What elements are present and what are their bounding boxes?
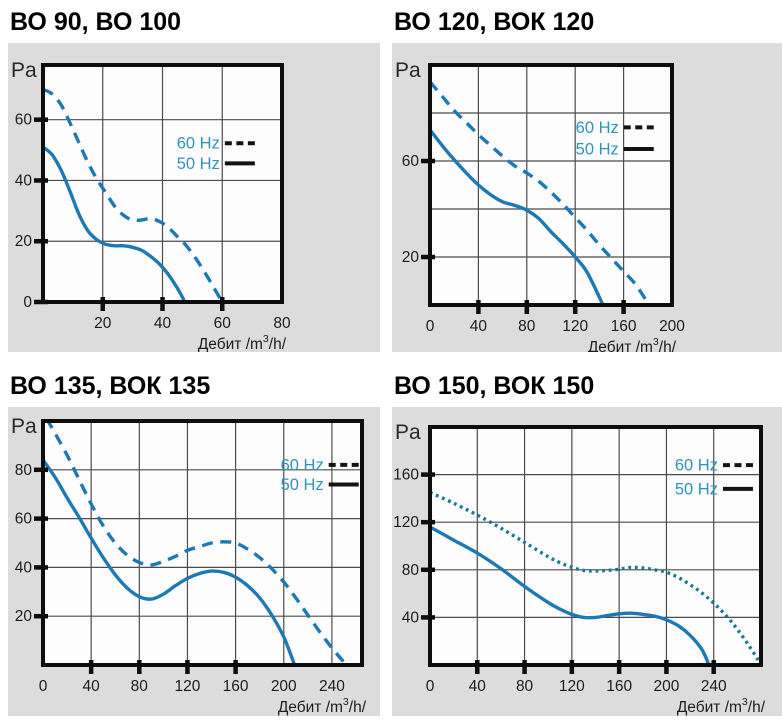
svg-text:0: 0 (39, 678, 48, 695)
svg-text:80: 80 (518, 318, 536, 335)
svg-text:0: 0 (426, 678, 435, 695)
chart-title-bo-90-100: ВО 90, ВО 100 (10, 8, 182, 36)
fan-curve-chart-bo-120: 0 40 80 120 160 200 20 60 Pa Дебит /m3/h/60 Hz 50 … (395, 59, 685, 352)
svg-text:40: 40 (15, 559, 33, 576)
svg-text:80: 80 (131, 678, 149, 695)
chart-block-bo-135: ВО 135, ВОК 135 0 40 80 120 160 200 240 20 40 60 8… (8, 352, 380, 716)
svg-text:240: 240 (319, 678, 345, 695)
chart-title-bo-120: ВО 120, ВОК 120 (394, 8, 595, 36)
svg-text:120: 120 (393, 514, 419, 531)
svg-text:20: 20 (15, 608, 33, 625)
svg-text:Pa: Pa (11, 59, 37, 82)
svg-text:60 Hz: 60 Hz (177, 135, 220, 153)
svg-text:160: 160 (606, 678, 632, 695)
svg-text:50 Hz: 50 Hz (177, 155, 220, 173)
svg-text:Дебит /m3/h/: Дебит /m3/h/ (677, 696, 766, 716)
svg-text:50 Hz: 50 Hz (281, 476, 324, 494)
svg-text:Pa: Pa (11, 415, 37, 438)
fan-curve-chart-bo-135: 0 40 80 120 160 200 240 20 40 60 80 Pa Дебит /m3/h/6… (11, 415, 367, 716)
svg-text:60 Hz: 60 Hz (675, 457, 718, 475)
svg-text:40: 40 (469, 678, 487, 695)
svg-text:120: 120 (559, 678, 585, 695)
fan-curve-chart-bo-90-100: 20 40 60 80 0 20 40 60 Pa Дебит /m3/h/60 Hz 50 Hz (11, 59, 291, 352)
svg-text:40: 40 (15, 172, 33, 189)
svg-text:20: 20 (402, 249, 420, 266)
svg-text:60: 60 (15, 511, 33, 528)
svg-text:160: 160 (393, 467, 419, 484)
svg-text:60 Hz: 60 Hz (576, 119, 619, 137)
chart-panel-bo-135: 0 40 80 120 160 200 240 20 40 60 80 Pa Дебит /m3/h/6… (8, 407, 380, 716)
svg-text:40: 40 (83, 678, 101, 695)
svg-text:20: 20 (15, 233, 33, 250)
svg-text:Дебит /m3/h/: Дебит /m3/h/ (588, 336, 677, 352)
svg-text:40: 40 (402, 609, 420, 626)
svg-text:50 Hz: 50 Hz (675, 480, 718, 498)
svg-text:50 Hz: 50 Hz (576, 141, 619, 159)
svg-text:40: 40 (154, 315, 172, 332)
svg-text:80: 80 (516, 678, 534, 695)
svg-text:200: 200 (653, 678, 679, 695)
svg-text:20: 20 (94, 315, 112, 332)
chart-block-bo-90-100: ВО 90, ВО 100 20 40 60 80 0 20 40 60 Pa Дебит /m3… (8, 0, 380, 352)
svg-text:0: 0 (23, 294, 32, 311)
svg-text:120: 120 (562, 318, 588, 335)
svg-text:Pa: Pa (395, 59, 421, 82)
svg-text:60: 60 (214, 315, 232, 332)
svg-text:60 Hz: 60 Hz (281, 456, 324, 474)
svg-text:80: 80 (15, 462, 33, 479)
svg-text:160: 160 (611, 318, 637, 335)
svg-text:Дебит /m3/h/: Дебит /m3/h/ (278, 696, 367, 716)
chart-panel-bo-150: 0 40 80 120 160 200 240 40 80 120 160 Pa Дебит /m3/h… (392, 407, 782, 716)
svg-text:Дебит /m3/h/: Дебит /m3/h/ (198, 333, 287, 352)
svg-text:0: 0 (426, 318, 435, 335)
chart-panel-bo-120: 0 40 80 120 160 200 20 60 Pa Дебит /m3/h/60 Hz 50 … (392, 43, 782, 352)
svg-text:120: 120 (175, 678, 201, 695)
svg-text:200: 200 (659, 318, 685, 335)
svg-text:60: 60 (402, 153, 420, 170)
fan-curve-chart-bo-150: 0 40 80 120 160 200 240 40 80 120 160 Pa Дебит /m3/h… (393, 421, 766, 716)
chart-panel-bo-90-100: 20 40 60 80 0 20 40 60 Pa Дебит /m3/h/60 Hz 50 Hz (8, 43, 380, 352)
svg-text:160: 160 (223, 678, 249, 695)
svg-text:Pa: Pa (395, 421, 421, 444)
chart-title-bo-150: ВО 150, ВОК 150 (394, 372, 595, 400)
chart-block-bo-120: ВО 120, ВОК 120 0 40 80 120 160 200 20 60 Pa Деби… (392, 0, 782, 352)
svg-text:240: 240 (701, 678, 727, 695)
svg-text:60: 60 (15, 112, 33, 129)
svg-text:200: 200 (271, 678, 297, 695)
chart-block-bo-150: ВО 150, ВОК 150 0 40 80 120 160 200 240 40 80 120… (392, 352, 782, 716)
svg-text:80: 80 (402, 562, 420, 579)
chart-title-bo-135: ВО 135, ВОК 135 (10, 372, 211, 400)
svg-text:40: 40 (470, 318, 488, 335)
svg-text:80: 80 (273, 315, 291, 332)
